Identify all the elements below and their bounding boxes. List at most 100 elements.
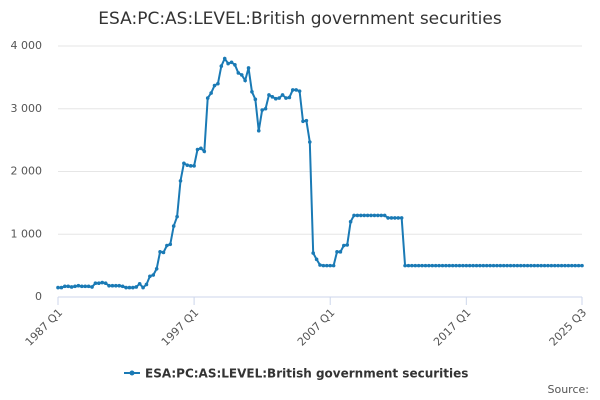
data-point	[515, 263, 520, 268]
data-point	[124, 285, 128, 290]
data-point	[280, 93, 285, 97]
y-tick-label: 4 000	[11, 39, 43, 52]
data-point	[103, 281, 108, 285]
data-point	[444, 263, 448, 268]
data-point	[56, 285, 60, 290]
source: Source:	[548, 383, 590, 396]
data-point	[114, 283, 118, 288]
data-point	[314, 257, 319, 262]
data-point	[365, 213, 370, 218]
data-point	[576, 263, 581, 268]
data-point	[158, 250, 162, 254]
data-point	[403, 263, 407, 268]
y-tick-label: 2 000	[11, 165, 43, 178]
data-point	[59, 285, 64, 290]
data-point	[226, 61, 230, 66]
data-point	[474, 263, 479, 268]
data-point	[253, 97, 258, 102]
data-point	[270, 95, 275, 99]
data-point	[297, 89, 302, 93]
data-point	[478, 263, 482, 268]
data-point	[328, 263, 333, 268]
data-point	[165, 243, 169, 248]
x-tick-label: 2007 Q1	[295, 306, 338, 349]
data-point	[416, 263, 421, 268]
data-point	[287, 95, 292, 100]
data-point	[273, 96, 278, 101]
y-tick-label: 0	[35, 290, 42, 303]
data-point	[552, 263, 557, 268]
data-point	[120, 284, 125, 289]
data-point	[484, 263, 489, 268]
data-point	[535, 263, 540, 268]
data-point	[229, 60, 234, 65]
data-point	[246, 66, 251, 70]
data-point	[202, 149, 207, 154]
data-point	[148, 274, 152, 279]
data-point	[386, 216, 390, 220]
data-point	[461, 263, 465, 268]
data-point	[93, 281, 98, 285]
data-point	[236, 71, 241, 75]
legend-marker	[129, 370, 135, 376]
data-point	[423, 263, 428, 268]
data-point	[440, 263, 445, 268]
data-point	[372, 213, 377, 218]
data-point	[294, 88, 298, 92]
data-point	[233, 63, 237, 67]
data-point	[580, 263, 584, 268]
data-point	[284, 96, 288, 100]
data-point	[307, 140, 312, 144]
data-point	[549, 263, 554, 268]
data-point	[379, 213, 384, 218]
data-point	[352, 213, 356, 218]
data-point	[175, 214, 179, 219]
data-point	[110, 283, 115, 288]
data-point	[151, 273, 156, 277]
legend-label: ESA:PC:AS:LEVEL:British government secur…	[145, 367, 468, 381]
data-point	[539, 263, 543, 268]
data-point	[338, 250, 343, 254]
data-point	[464, 263, 469, 268]
data-point	[382, 213, 387, 218]
data-point	[491, 263, 496, 268]
data-point	[80, 284, 84, 289]
data-point	[219, 64, 224, 68]
data-point	[256, 128, 261, 133]
data-point	[199, 146, 203, 151]
data-point	[205, 96, 210, 100]
data-point	[185, 163, 190, 168]
data-point	[573, 263, 577, 268]
data-point	[447, 263, 452, 268]
data-point	[566, 263, 571, 268]
x-tick-label: 2017 Q1	[431, 306, 474, 349]
data-point	[454, 263, 458, 268]
data-point	[512, 263, 516, 268]
data-point	[90, 285, 94, 289]
data-point	[406, 263, 411, 268]
data-point	[86, 284, 91, 289]
data-point	[471, 263, 475, 268]
data-point	[250, 90, 254, 94]
data-point	[563, 263, 567, 268]
data-point	[144, 282, 149, 287]
data-point	[134, 285, 139, 289]
data-point	[508, 263, 513, 268]
data-point	[413, 263, 418, 268]
data-point	[239, 73, 244, 77]
data-point	[301, 119, 305, 124]
y-tick-label: 1 000	[11, 227, 43, 240]
data-point	[396, 216, 401, 220]
data-point	[501, 263, 506, 268]
data-point	[304, 118, 309, 123]
data-point	[355, 213, 360, 218]
data-point	[137, 282, 142, 286]
data-point	[457, 263, 462, 268]
data-point	[505, 263, 509, 268]
data-point	[154, 266, 159, 271]
data-point	[399, 216, 404, 220]
chart-title: ESA:PC:AS:LEVEL:British government secur…	[98, 9, 502, 29]
data-point	[359, 213, 363, 218]
